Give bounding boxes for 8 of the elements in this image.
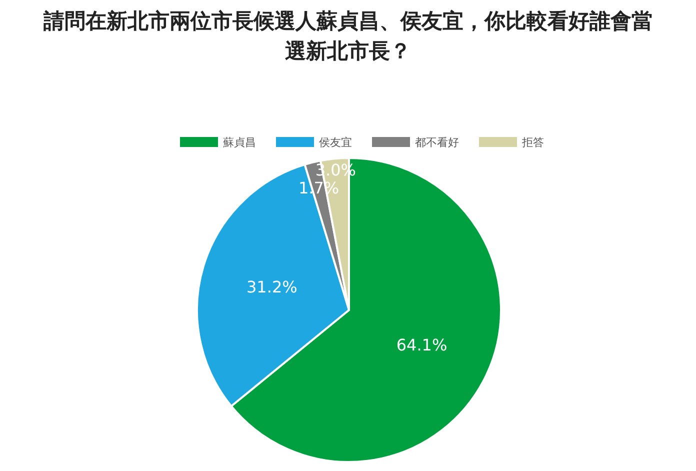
legend-label: 侯友宜	[319, 136, 352, 149]
legend-label: 都不看好	[415, 136, 459, 149]
data-label: 31.2%	[246, 278, 298, 297]
data-label: 64.1%	[396, 336, 448, 355]
legend-label: 拒答	[521, 136, 544, 149]
legend-label: 蘇貞昌	[223, 136, 256, 149]
chart-title: 請問在新北市兩位市長候選人蘇貞昌、侯友宜，你比較看好誰會當選新北市長？	[42, 8, 654, 65]
data-label: 1.7%	[298, 178, 340, 198]
